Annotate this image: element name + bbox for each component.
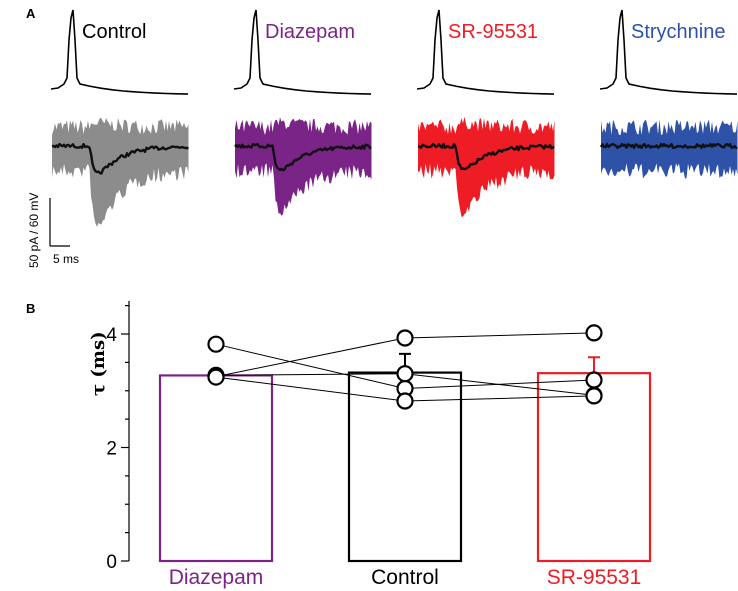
average-current-trace [234,142,372,172]
scale-bar-vertical-label: 50 pA / 60 mV [27,193,41,268]
scale-bar-horizontal-label: 5 ms [53,252,79,266]
cell-point [396,392,414,410]
condition-diazepam: Diazepam [233,9,372,216]
condition-label: SR-95531 [448,21,538,43]
condition-strychnine: Strychnine [599,9,738,179]
cell-point [585,371,603,389]
average-current-trace [51,142,189,175]
bar-diazepam [158,374,274,563]
condition-label: Control [82,21,146,43]
cell-point [207,368,225,386]
panel-a-letter: A [26,6,36,21]
x-category-label: Control [371,566,439,589]
current-traces [601,119,738,179]
panel-a: A Control Diazepam SR-95531 Strychnine 50 p… [26,6,738,268]
condition-sr-95531: SR-95531 [416,9,555,217]
scale-bar: 50 pA / 60 mV 5 ms [27,193,79,268]
condition-label: Strychnine [631,21,726,43]
panel-b-letter: B [26,301,35,316]
action-potential-trace [416,9,555,95]
current-traces [52,117,189,227]
cell-point [396,329,414,347]
x-category-label: SR-95531 [547,566,642,589]
action-potential-trace [599,9,738,95]
condition-control: Control [50,9,189,227]
cell-point [396,365,414,383]
cell-point [585,387,603,405]
action-potential-trace [233,9,372,95]
average-current-trace [417,142,555,171]
current-traces [418,116,555,217]
condition-label: Diazepam [265,21,355,43]
y-tick-label: 4 [106,325,117,346]
y-tick-label: 2 [106,439,117,460]
y-tick-label: 0 [106,552,117,573]
y-axis-label: τ (ms) [88,331,109,396]
action-potential-trace [50,9,189,95]
cell-point [585,324,603,342]
current-traces [235,117,372,216]
x-category-label: Diazepam [169,566,264,589]
average-current-trace [599,142,738,150]
panel-b: B τ (ms) 0 2 4 Diazepam Control SR-95531 [26,301,652,589]
cell-point [207,335,225,353]
